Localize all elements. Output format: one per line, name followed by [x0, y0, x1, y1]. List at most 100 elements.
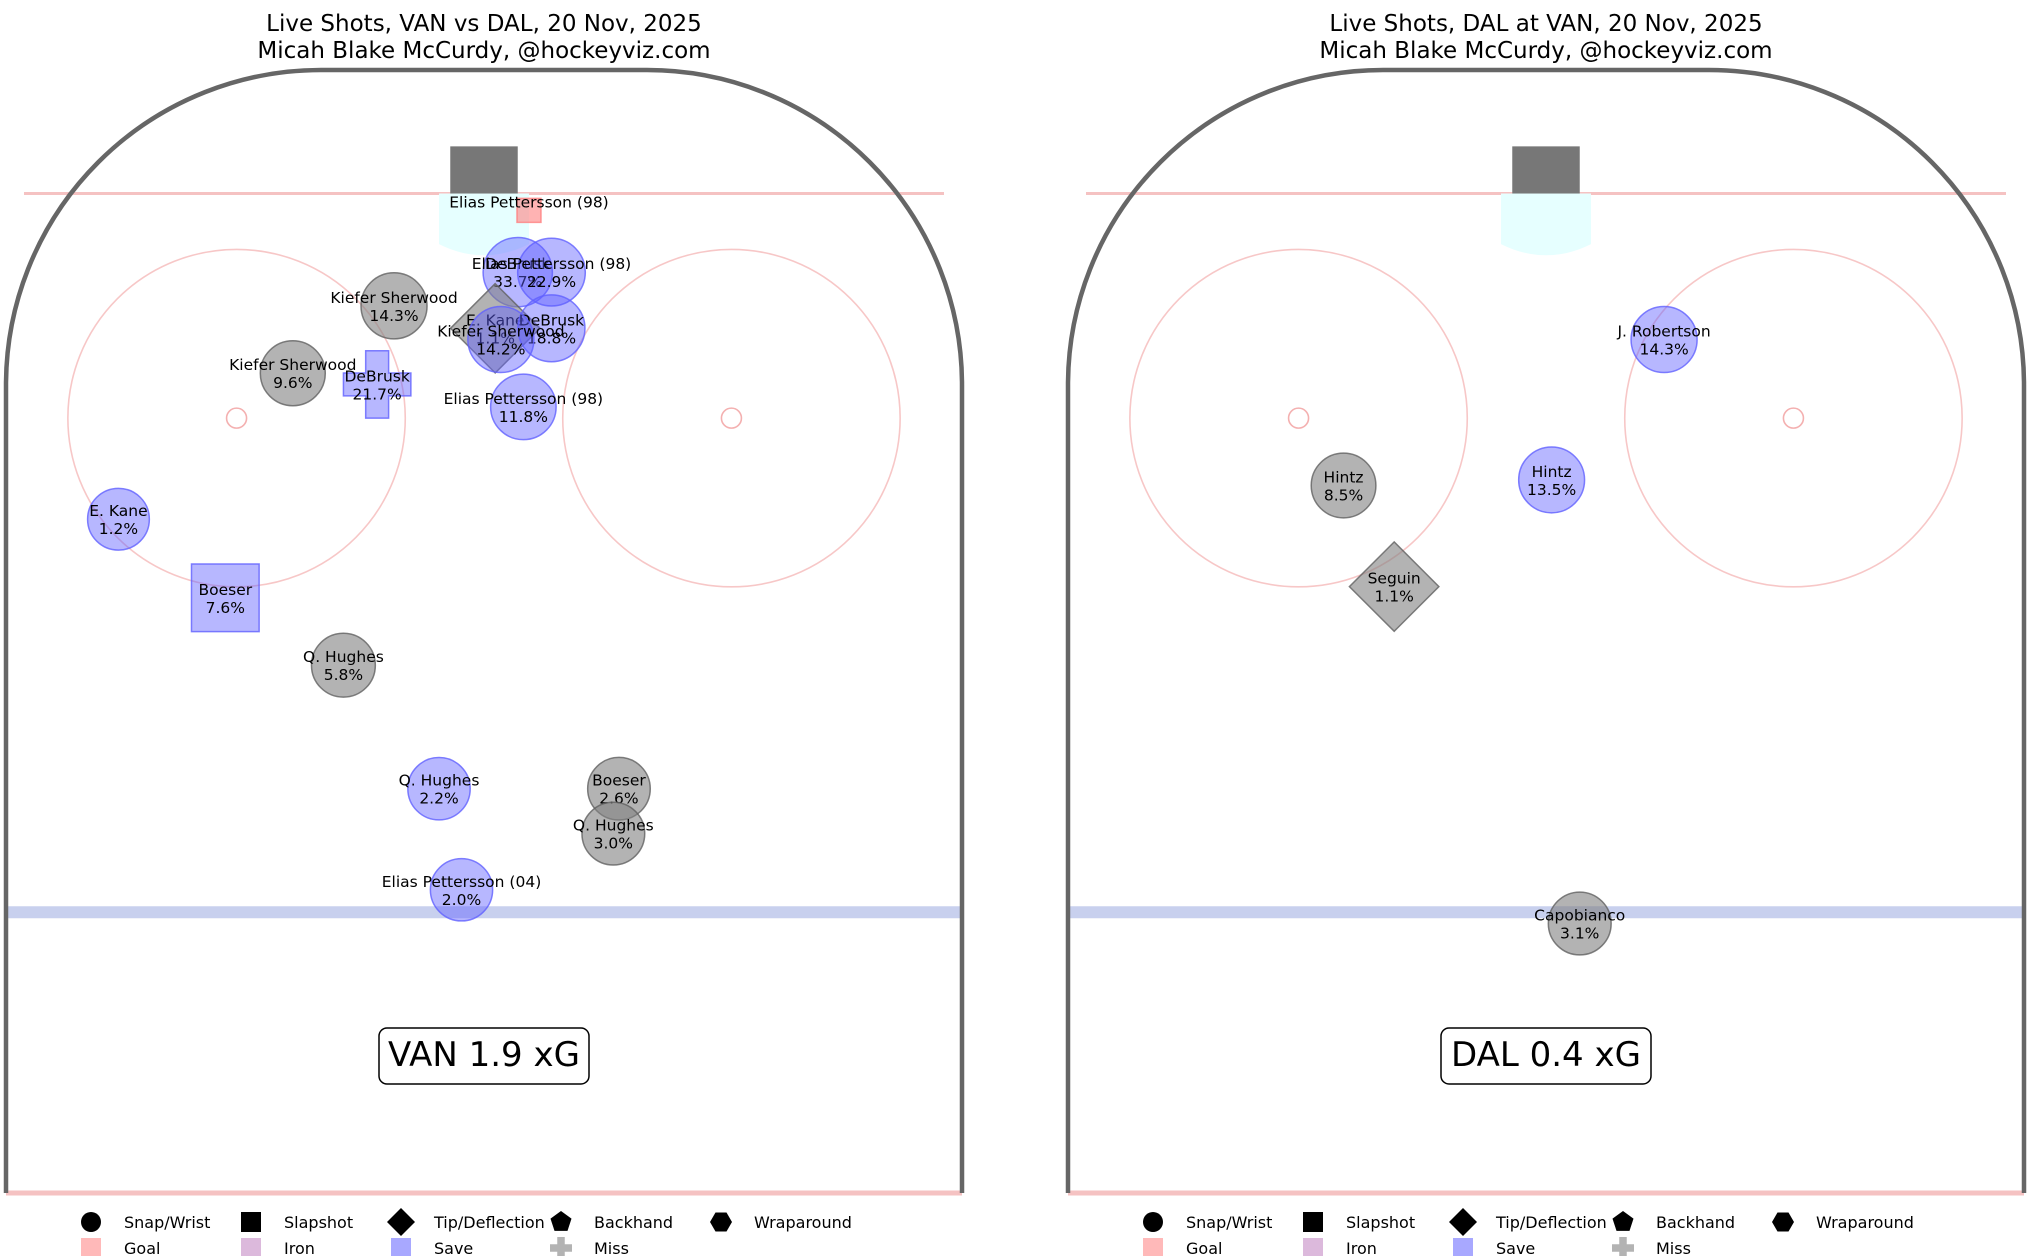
goal-square-legend-icon — [81, 1238, 101, 1258]
shot-xg-label: 11.8% — [499, 408, 548, 426]
faceoff-circle — [1623, 248, 1963, 588]
shot-shape-snap — [1517, 446, 1586, 514]
rink-panel-1: Live Shots, VAN vs DAL, 20 Nov, 2025Mica… — [3, 11, 965, 1259]
shot-player-label: Q. Hughes — [399, 772, 480, 790]
legend-label: Save — [1496, 1239, 1535, 1256]
miss-cross-legend-icon — [1612, 1237, 1634, 1259]
goal-net — [450, 146, 518, 194]
shot-shape-snap — [489, 373, 557, 441]
faceoff-circle — [1129, 248, 1469, 588]
legend-label: Iron — [284, 1239, 315, 1256]
legend-label: Tip/Deflection — [433, 1213, 545, 1232]
shot-xg-label: 8.5% — [1324, 487, 1363, 505]
shot-shape-tip — [449, 282, 542, 375]
rink-boards — [1065, 67, 2027, 1193]
shot-xg-label: 1.1% — [476, 329, 515, 347]
shot-shape-snap — [581, 801, 646, 866]
hexagon-legend-icon — [1772, 1212, 1794, 1232]
shot-shape-snap — [1630, 305, 1698, 374]
legend-label: Goal — [124, 1239, 160, 1256]
shot-shape-snap — [516, 237, 587, 307]
miss-cross-legend-icon — [550, 1237, 572, 1259]
iron-square-legend-icon — [1303, 1238, 1323, 1258]
shot-player-label: E. Kane — [466, 311, 524, 329]
shot-player-label: Elias Pettersson (04) — [382, 873, 542, 891]
shot-player-label: Hintz — [1324, 469, 1364, 487]
shot-shape-snap — [407, 756, 471, 821]
shot-player-label: DeBrusk — [485, 255, 550, 273]
legend-label: Slapshot — [284, 1213, 353, 1232]
shot-marker: Elias Pettersson (04)2.0% — [382, 857, 542, 922]
shot-shape-snap — [1310, 452, 1377, 519]
faceoff-dot — [1287, 407, 1310, 429]
shot-player-label: Kiefer Sherwood — [437, 323, 564, 341]
shot-shape-snap — [429, 857, 494, 922]
shot-player-label: E. Kane — [89, 502, 147, 520]
shot-xg-label: 1.1% — [1374, 588, 1413, 606]
chart-subtitle: Micah Blake McCurdy, @hockeyviz.com — [257, 38, 710, 64]
goal-square-legend-icon — [1143, 1238, 1163, 1258]
shot-player-label: Elias Pettersson (98) — [472, 255, 632, 273]
shot-marker: Elias Pettersson (98)22.9% — [472, 237, 632, 307]
shot-xg-label: 5.8% — [324, 666, 363, 684]
legend-label: Wraparound — [754, 1213, 852, 1232]
legend-label: Backhand — [594, 1213, 673, 1232]
shot-shape-snap — [467, 305, 535, 374]
shot-player-label: DeBrusk — [344, 367, 409, 385]
shot-xg-label: 13.5% — [1527, 481, 1576, 499]
shot-xg-label: 9.6% — [273, 374, 312, 392]
shot-xg-label: 3.0% — [594, 835, 633, 853]
shot-player-label: Kiefer Sherwood — [229, 356, 356, 374]
shot-shape-tip — [1348, 540, 1440, 633]
shot-xg-label: 1.2% — [99, 520, 138, 538]
shot-player-label: Boeser — [592, 772, 646, 790]
faceoff-dot — [720, 407, 743, 429]
shot-shape-backhand — [342, 349, 412, 419]
shot-shape-snap — [310, 632, 377, 698]
pentagon-legend-icon — [550, 1211, 572, 1231]
faceoff-dot — [1782, 407, 1805, 429]
xg-summary-box — [378, 1027, 590, 1085]
legend: Snap/Wrist Slapshot Tip/Deflection Backhand… — [81, 1208, 852, 1259]
shot-player-label: Kiefer Sherwood — [330, 289, 457, 307]
shot-xg-label: 14.2% — [476, 341, 525, 359]
shot-xg-label: 14.3% — [369, 307, 418, 325]
legend-label: Tip/Deflection — [1495, 1213, 1607, 1232]
chart-title: Live Shots, VAN vs DAL, 20 Nov, 2025 — [266, 11, 702, 37]
shot-shape-snap — [360, 272, 428, 340]
shot-xg-label: 7.6% — [206, 599, 245, 617]
faceoff-dot — [225, 407, 248, 429]
circle-legend-icon — [1143, 1212, 1163, 1232]
shot-player-label: Hintz — [1532, 463, 1572, 481]
legend: Snap/Wrist Slapshot Tip/Deflection Backhand… — [1143, 1208, 1914, 1259]
shot-shape-snap — [86, 487, 151, 551]
shot-marker: Elias Pettersson (98) — [449, 193, 609, 224]
shot-xg-label: 18.8% — [527, 329, 576, 347]
shot-xg-label: 3.1% — [1560, 924, 1599, 942]
xg-summary-text: VAN 1.9 xG — [388, 1035, 580, 1075]
chart-subtitle: Micah Blake McCurdy, @hockeyviz.com — [1319, 38, 1772, 64]
goal-crease — [1501, 193, 1591, 256]
shot-shape-snap — [259, 339, 327, 407]
legend-label: Snap/Wrist — [1186, 1213, 1272, 1232]
legend-label: Iron — [1346, 1239, 1377, 1256]
pentagon-legend-icon — [1612, 1211, 1634, 1231]
legend-label: Miss — [594, 1239, 629, 1256]
chart-title: Live Shots, DAL at VAN, 20 Nov, 2025 — [1329, 11, 1762, 37]
xg-summary-text: DAL 0.4 xG — [1451, 1035, 1641, 1075]
xg-summary-box — [1440, 1027, 1652, 1085]
shot-xg-label: 14.3% — [1639, 341, 1688, 359]
shot-xg-label: 21.7% — [353, 385, 402, 403]
rink-boards — [3, 67, 965, 1193]
iron-square-legend-icon — [241, 1238, 261, 1258]
